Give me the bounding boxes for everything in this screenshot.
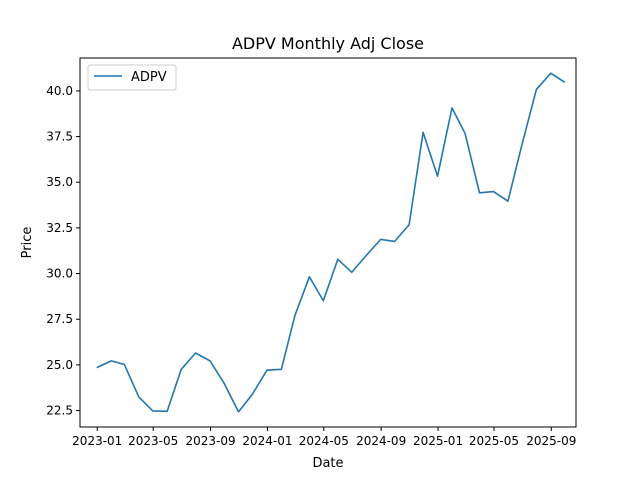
y-tick-label: 40.0 bbox=[46, 84, 73, 98]
x-tick-label: 2024-05 bbox=[299, 434, 349, 448]
x-tick-label: 2024-09 bbox=[356, 434, 406, 448]
x-tick-label: 2025-01 bbox=[413, 434, 463, 448]
x-tick-label: 2023-05 bbox=[128, 434, 178, 448]
y-tick-label: 27.5 bbox=[46, 312, 73, 326]
legend: ADPV bbox=[87, 64, 177, 91]
x-tick-label: 2023-01 bbox=[72, 434, 122, 448]
y-tick-label: 35.0 bbox=[46, 175, 73, 189]
series-line-adpv bbox=[96, 72, 566, 413]
y-tick-label: 25.0 bbox=[46, 358, 73, 372]
legend-label: ADPV bbox=[131, 70, 167, 85]
x-axis-label: Date bbox=[312, 456, 343, 471]
y-tick-label: 22.5 bbox=[46, 404, 73, 418]
axes-frame bbox=[79, 57, 577, 428]
chart-title: ADPV Monthly Adj Close bbox=[232, 34, 424, 53]
x-tick-label: 2023-09 bbox=[185, 434, 235, 448]
y-tick-label: 37.5 bbox=[46, 130, 73, 144]
y-axis-label: Price bbox=[20, 227, 35, 259]
x-tick-label: 2025-05 bbox=[469, 434, 519, 448]
x-tick-label: 2024-01 bbox=[242, 434, 292, 448]
y-tick-label: 30.0 bbox=[46, 267, 73, 281]
legend-box bbox=[87, 64, 177, 91]
y-tick-label: 32.5 bbox=[46, 221, 73, 235]
x-tick-label: 2025-09 bbox=[526, 434, 576, 448]
